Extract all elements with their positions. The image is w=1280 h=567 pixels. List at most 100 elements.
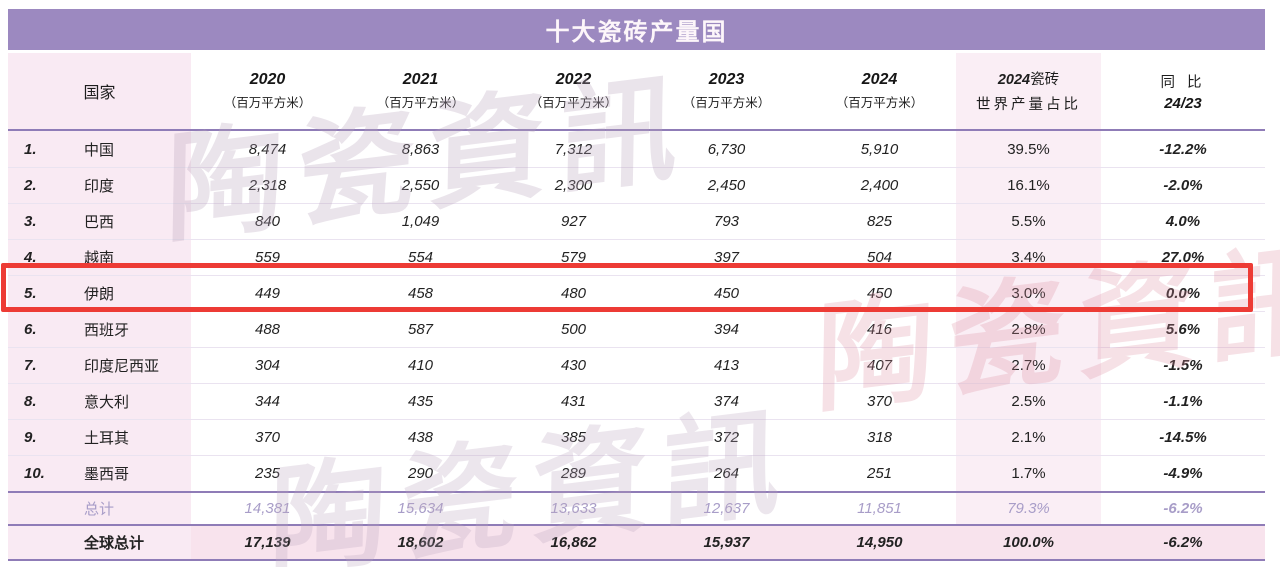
value-cell-3: 450 xyxy=(713,285,740,302)
yoy-cell: -12.2% xyxy=(1159,140,1207,158)
table-row-7: 7. 印度尼西亚 304 410 430 413 407 2.7% -1.5% xyxy=(8,347,1265,383)
separator-line xyxy=(8,491,1265,493)
value-cell-4: 504 xyxy=(866,249,893,266)
header-country: 国家 xyxy=(8,53,191,129)
production-table: 国家 2020 （百万平方米） 2021 （百万平方米） 2022 （百万平方米… xyxy=(8,53,1265,561)
value-cell-1: 2,550 xyxy=(401,177,440,194)
table-row-8: 8. 意大利 344 435 431 374 370 2.5% -1.1% xyxy=(8,383,1265,419)
value-cell-0: 559 xyxy=(254,249,281,266)
value-cell-0: 2,318 xyxy=(248,177,287,194)
value-cell-2: 289 xyxy=(560,465,587,482)
share-cell: 39.5% xyxy=(956,131,1101,167)
rank-cell: 5. xyxy=(8,276,62,311)
yoy-cell: 5.6% xyxy=(1165,321,1201,338)
value-cell-0: 235 xyxy=(254,465,281,482)
rank-cell xyxy=(8,493,62,524)
value-cell-0: 14,381 xyxy=(244,500,291,517)
value-cell-3: 264 xyxy=(713,465,740,482)
value-cell-0: 17,139 xyxy=(244,534,291,551)
header-year-2024: 2024 （百万平方米） xyxy=(835,71,924,110)
table-row-2: 2. 印度 2,318 2,550 2,300 2,450 2,400 16.1% -2.0% xyxy=(8,167,1265,203)
value-cell-3: 12,637 xyxy=(703,500,750,517)
share-cell: 3.4% xyxy=(956,240,1101,275)
table-row-6: 6. 西班牙 488 587 500 394 416 2.8% 5.6% xyxy=(8,311,1265,347)
value-cell-4: 825 xyxy=(866,213,893,230)
value-cell-1: 438 xyxy=(407,429,434,446)
value-cell-3: 6,730 xyxy=(707,140,746,158)
country-cell: 全球总计 xyxy=(62,526,191,559)
rank-cell: 10. xyxy=(8,456,62,491)
yoy-cell: -4.9% xyxy=(1163,465,1203,482)
table-row-1: 1. 中国 8,474 8,863 7,312 6,730 5,910 39.5% -12.2% xyxy=(8,131,1265,167)
table-row-4: 4. 越南 559 554 579 397 504 3.4% 27.0% xyxy=(8,239,1265,275)
yoy-cell: 4.0% xyxy=(1165,213,1201,230)
country-cell: 印度 xyxy=(62,168,191,203)
rank-cell: 8. xyxy=(8,384,62,419)
value-cell-1: 18,602 xyxy=(397,534,444,551)
value-cell-0: 8,474 xyxy=(248,140,287,158)
rank-cell xyxy=(8,526,62,559)
yoy-cell: -6.2% xyxy=(1163,534,1203,551)
header-world-share: 2024瓷砖 世界产量占比 xyxy=(956,53,1101,129)
value-cell-1: 410 xyxy=(407,357,434,374)
page-title: 十大瓷砖产量国 xyxy=(545,19,728,46)
value-cell-1: 1,049 xyxy=(401,213,440,230)
share-cell: 2.5% xyxy=(956,384,1101,419)
country-cell: 土耳其 xyxy=(62,420,191,455)
header-year-2020: 2020 （百万平方米） xyxy=(223,71,312,110)
rank-cell: 7. xyxy=(8,348,62,383)
separator-line xyxy=(8,559,1265,561)
country-cell: 印度尼西亚 xyxy=(62,348,191,383)
share-cell: 3.0% xyxy=(956,276,1101,311)
rank-cell: 6. xyxy=(8,312,62,347)
table-body: 1. 中国 8,474 8,863 7,312 6,730 5,910 39.5% -12.2%… xyxy=(8,131,1265,491)
value-cell-4: 407 xyxy=(866,357,893,374)
value-cell-3: 2,450 xyxy=(707,177,746,194)
total-row: 总计 14,381 15,634 13,633 12,637 11,851 79.3% -6.… xyxy=(8,493,1265,524)
value-cell-2: 13,633 xyxy=(550,500,597,517)
country-cell: 西班牙 xyxy=(62,312,191,347)
yoy-cell: 27.0% xyxy=(1161,249,1205,266)
table-row-3: 3. 巴西 840 1,049 927 793 825 5.5% 4.0% xyxy=(8,203,1265,239)
value-cell-2: 579 xyxy=(560,249,587,266)
header-year-2023: 2023 （百万平方米） xyxy=(682,71,771,110)
header-yoy: 同 比 24/23 xyxy=(1160,74,1206,112)
table-row-9: 9. 土耳其 370 438 385 372 318 2.1% -14.5% xyxy=(8,419,1265,455)
value-cell-3: 374 xyxy=(713,393,740,410)
value-cell-4: 370 xyxy=(866,393,893,410)
value-cell-2: 385 xyxy=(560,429,587,446)
separator-line xyxy=(8,524,1265,526)
value-cell-4: 450 xyxy=(866,285,893,302)
country-cell: 意大利 xyxy=(62,384,191,419)
value-cell-0: 370 xyxy=(254,429,281,446)
value-cell-3: 793 xyxy=(713,213,740,230)
value-cell-3: 372 xyxy=(713,429,740,446)
share-cell: 5.5% xyxy=(956,204,1101,239)
value-cell-1: 554 xyxy=(407,249,434,266)
value-cell-4: 318 xyxy=(866,429,893,446)
total-row-container: 总计 14,381 15,634 13,633 12,637 11,851 79.3% -6.… xyxy=(8,493,1265,524)
yoy-cell: -1.1% xyxy=(1163,393,1203,410)
country-cell: 伊朗 xyxy=(62,276,191,311)
value-cell-2: 927 xyxy=(560,213,587,230)
value-cell-3: 15,937 xyxy=(703,534,750,551)
rank-cell: 9. xyxy=(8,420,62,455)
global-total-row-container: 全球总计 17,139 18,602 16,862 15,937 14,950 100.0%… xyxy=(8,526,1265,559)
rank-cell: 1. xyxy=(8,131,62,167)
value-cell-1: 8,863 xyxy=(401,140,440,158)
value-cell-4: 5,910 xyxy=(860,140,899,158)
country-cell: 中国 xyxy=(62,131,191,167)
value-cell-0: 344 xyxy=(254,393,281,410)
table-row-5: 5. 伊朗 449 458 480 450 450 3.0% 0.0% xyxy=(8,275,1265,311)
rank-cell: 4. xyxy=(8,240,62,275)
value-cell-2: 16,862 xyxy=(550,534,597,551)
value-cell-0: 488 xyxy=(254,321,281,338)
value-cell-3: 397 xyxy=(713,249,740,266)
share-cell: 2.7% xyxy=(956,348,1101,383)
value-cell-4: 2,400 xyxy=(860,177,899,194)
share-cell: 1.7% xyxy=(956,456,1101,491)
yoy-cell: -6.2% xyxy=(1163,500,1203,517)
value-cell-1: 15,634 xyxy=(397,500,444,517)
share-cell: 16.1% xyxy=(956,168,1101,203)
